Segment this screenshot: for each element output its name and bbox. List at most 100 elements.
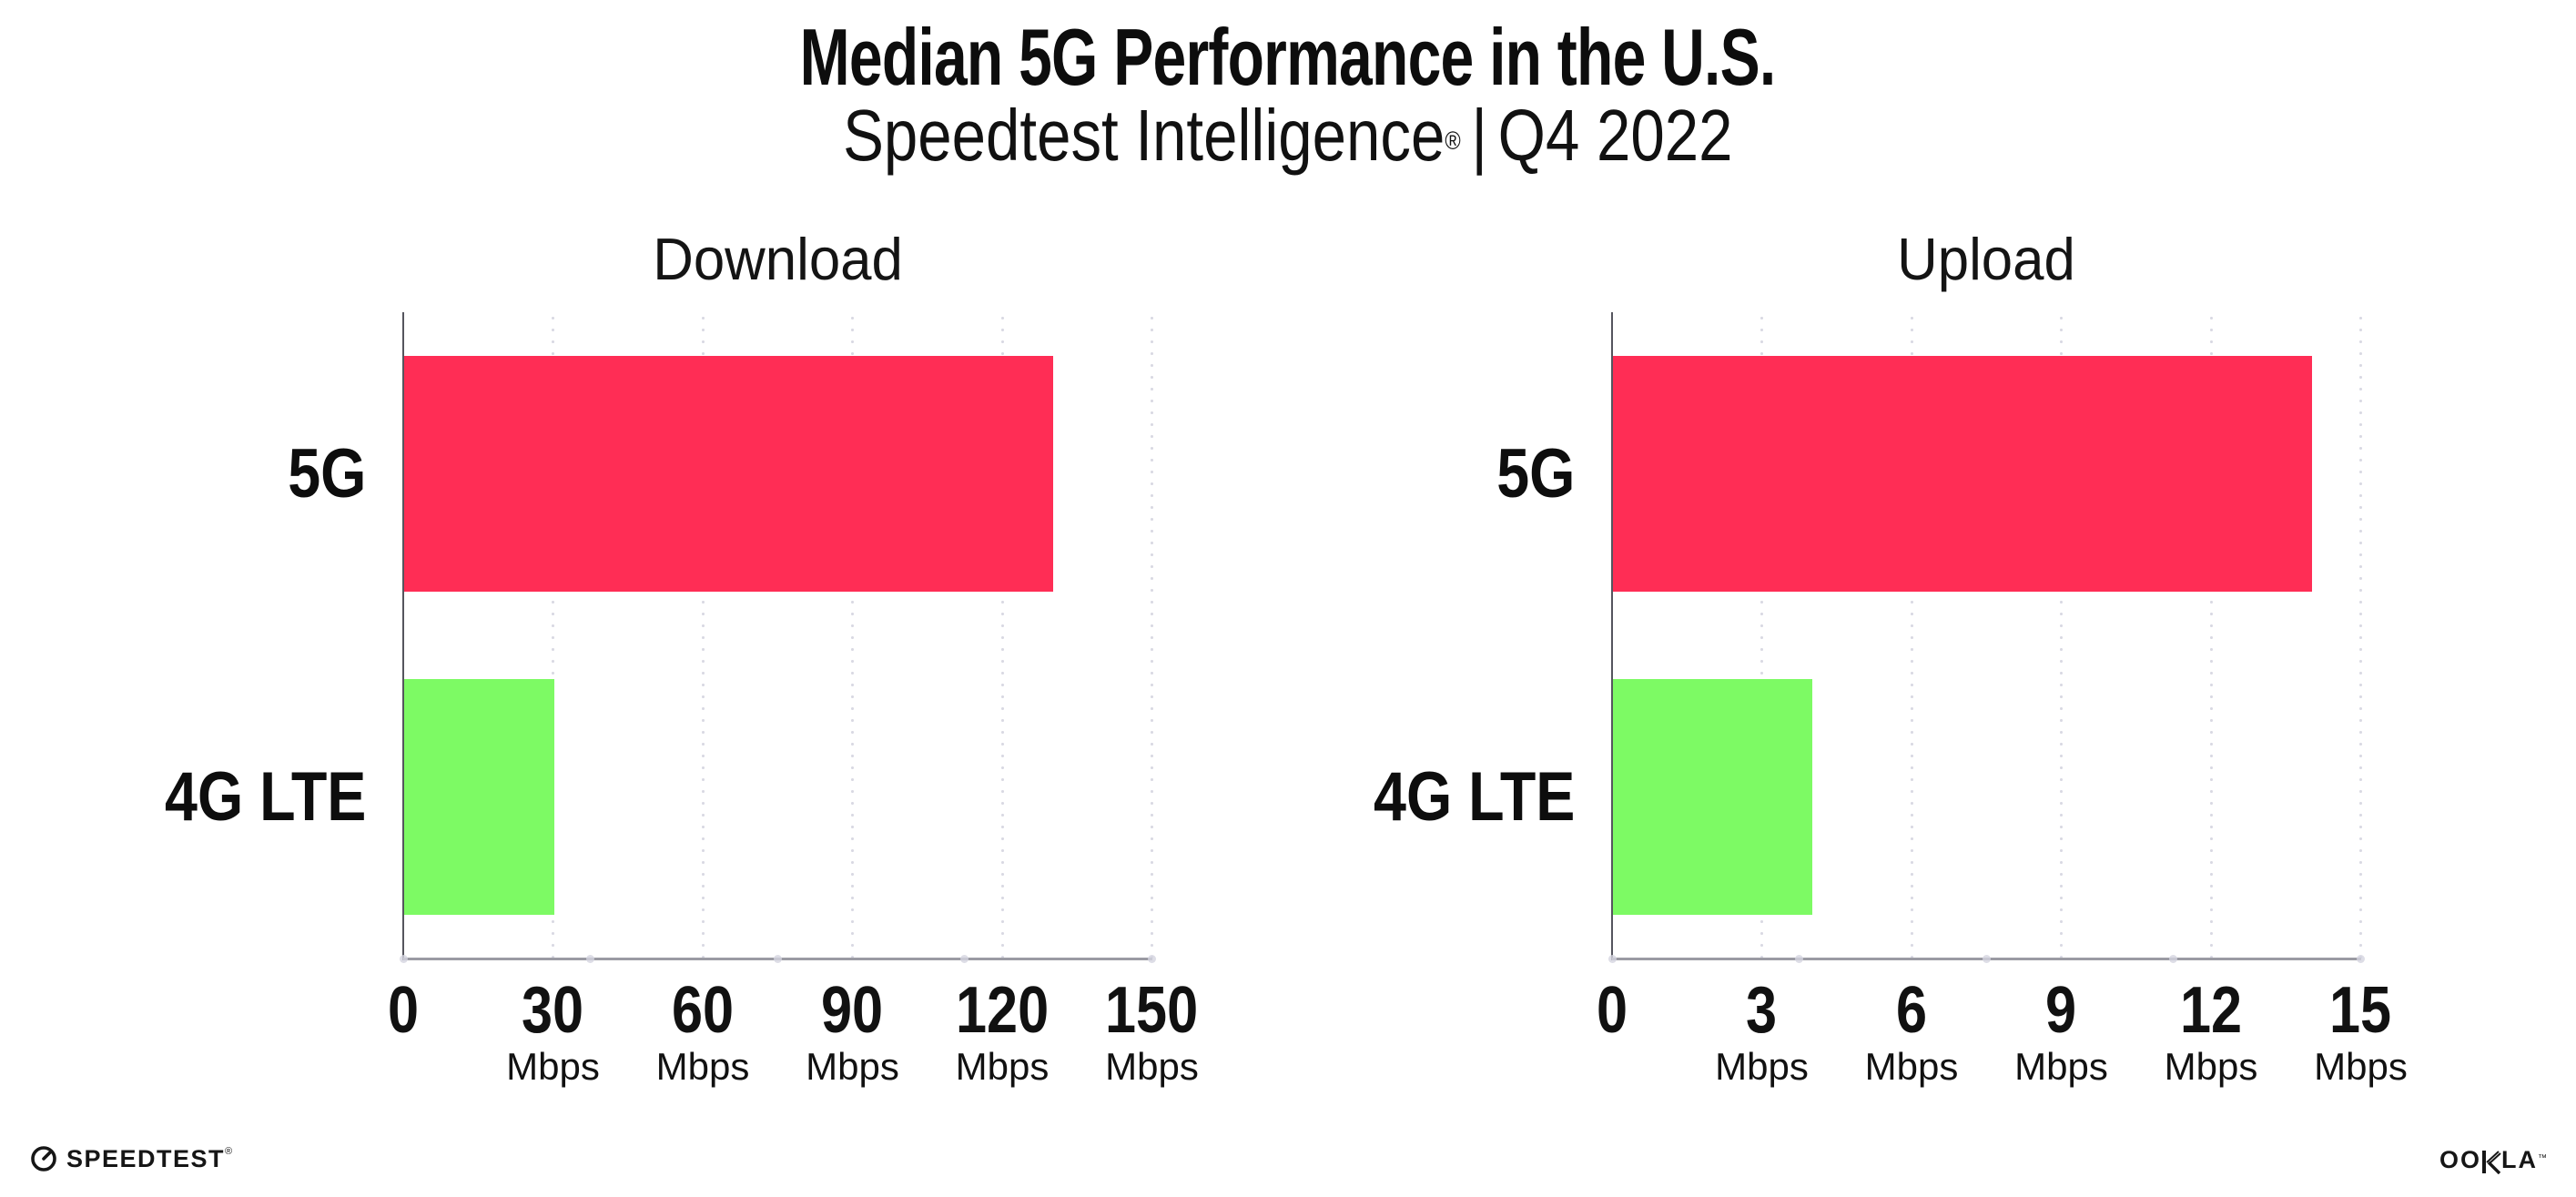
subtitle-brand: Speedtest Intelligence	[843, 95, 1445, 176]
tick-unit-120: Mbps	[902, 1045, 1102, 1089]
tick-label-60: 60	[603, 974, 803, 1047]
tick-label-0: 0	[1512, 974, 1712, 1047]
tick-number: 60	[671, 974, 735, 1047]
tick-number: 9	[2045, 974, 2077, 1047]
tick-unit-6: Mbps	[1811, 1045, 2012, 1089]
tick-unit-text: Mbps	[1715, 1045, 1809, 1088]
tick-number: 120	[955, 974, 1050, 1047]
gridline-12	[2209, 312, 2213, 959]
tick-unit-3: Mbps	[1662, 1045, 1862, 1089]
axis-tick-dot	[1982, 954, 1991, 963]
gridline-15	[2359, 312, 2362, 959]
registered-mark: ®	[1445, 127, 1461, 155]
axis-tick-dot	[2357, 954, 2365, 963]
gridline-6	[1910, 312, 1913, 959]
tick-unit-150: Mbps	[1052, 1045, 1253, 1089]
y-axis	[402, 312, 404, 960]
subtitle-period: Q4 2022	[1497, 95, 1733, 176]
tick-unit-9: Mbps	[1962, 1045, 2162, 1089]
category-label-5g: 5G	[66, 435, 366, 513]
axis-tick-dot	[586, 954, 595, 963]
axis-tick-dot	[1607, 954, 1617, 963]
ookla-wordmark-right: LA	[2501, 1146, 2538, 1173]
tick-unit-text: Mbps	[655, 1045, 750, 1088]
tick-unit-text: Mbps	[806, 1045, 899, 1088]
tick-label-6: 6	[1811, 974, 2012, 1047]
tick-unit-text: Mbps	[1864, 1045, 1959, 1088]
gridline-120	[1000, 312, 1004, 959]
tick-label-30: 30	[453, 974, 654, 1047]
axis-tick-dot	[960, 954, 969, 963]
tick-label-90: 90	[753, 974, 953, 1047]
subtitle-separator: |	[1471, 95, 1488, 176]
gridline-150	[1151, 312, 1153, 959]
chart-title-download: Download	[504, 226, 1050, 293]
ookla-wordmark-left: OO	[2439, 1146, 2481, 1173]
tick-number: 15	[2329, 974, 2392, 1047]
tick-label-150: 150	[1052, 974, 1253, 1047]
gridline-90	[851, 312, 854, 959]
category-label-text: 4G LTE	[164, 757, 366, 836]
tick-number: 30	[522, 974, 584, 1047]
speedtest-wordmark: SPEEDTEST	[66, 1144, 226, 1172]
ookla-stylized-k-icon	[2481, 1150, 2501, 1174]
axis-tick-dot	[399, 954, 408, 963]
ookla-trademark: ™	[2538, 1153, 2547, 1163]
tick-unit-15: Mbps	[2261, 1045, 2461, 1089]
y-axis	[1611, 312, 1613, 960]
ookla-wordmark: OO LA	[2439, 1146, 2538, 1174]
category-label-text: 5G	[287, 434, 366, 512]
tick-unit-text: Mbps	[2314, 1045, 2408, 1088]
tick-unit-90: Mbps	[753, 1045, 953, 1089]
gridline-9	[2060, 312, 2063, 959]
tick-unit-12: Mbps	[2111, 1045, 2311, 1089]
page-title-text: Median 5G Performance in the U.S.	[800, 12, 1777, 102]
page-subtitle-text: Speedtest Intelligence® | Q4 2022	[843, 93, 1732, 178]
tick-label-0: 0	[303, 974, 503, 1047]
gridline-60	[701, 312, 705, 959]
tick-unit-text: Mbps	[1105, 1045, 1199, 1088]
axis-tick-dot	[1795, 954, 1804, 963]
tick-number: 3	[1746, 974, 1778, 1047]
bar-4g-lte	[404, 679, 554, 915]
page-title: Median 5G Performance in the U.S.	[0, 13, 2576, 102]
category-label-text: 4G LTE	[1373, 757, 1575, 836]
axis-tick-dot	[1148, 954, 1156, 963]
category-label-4g-lte: 4G LTE	[1274, 758, 1575, 837]
axis-tick-dot	[2169, 954, 2178, 963]
tick-label-120: 120	[902, 974, 1102, 1047]
tick-label-12: 12	[2111, 974, 2311, 1047]
bar-5g	[1613, 356, 2312, 592]
tick-number: 0	[387, 974, 420, 1047]
bar-4g-lte	[1613, 679, 1813, 915]
bar-5g	[404, 356, 1053, 592]
chart-title-text: Upload	[1897, 226, 2076, 292]
tick-number: 0	[1596, 974, 1628, 1047]
category-label-4g-lte: 4G LTE	[66, 758, 366, 837]
tick-unit-30: Mbps	[453, 1045, 654, 1089]
tick-label-9: 9	[1962, 974, 2162, 1047]
tick-unit-text: Mbps	[955, 1045, 1050, 1088]
page-subtitle: Speedtest Intelligence® | Q4 2022	[0, 93, 2576, 178]
gridline-30	[552, 312, 554, 959]
tick-number: 12	[2179, 974, 2243, 1047]
tick-number: 150	[1105, 974, 1199, 1047]
axis-tick-dot	[773, 954, 782, 963]
tick-number: 6	[1895, 974, 1928, 1047]
tick-unit-60: Mbps	[603, 1045, 803, 1089]
speedometer-gauge-icon	[30, 1145, 57, 1172]
category-label-text: 5G	[1496, 434, 1575, 512]
chart-title-upload: Upload	[1713, 226, 2259, 293]
speedtest-logo: SPEEDTEST ®	[30, 1143, 232, 1174]
tick-unit-text: Mbps	[2164, 1045, 2258, 1088]
tick-number: 90	[821, 974, 884, 1047]
tick-label-15: 15	[2261, 974, 2461, 1047]
gridline-3	[1760, 312, 1763, 959]
tick-unit-text: Mbps	[506, 1045, 600, 1088]
chart-title-text: Download	[652, 226, 903, 292]
tick-unit-text: Mbps	[2014, 1045, 2108, 1088]
tick-label-3: 3	[1662, 974, 1862, 1047]
ookla-logo: OO LA ™	[2439, 1145, 2547, 1174]
speedtest-trademark: ®	[225, 1146, 233, 1157]
